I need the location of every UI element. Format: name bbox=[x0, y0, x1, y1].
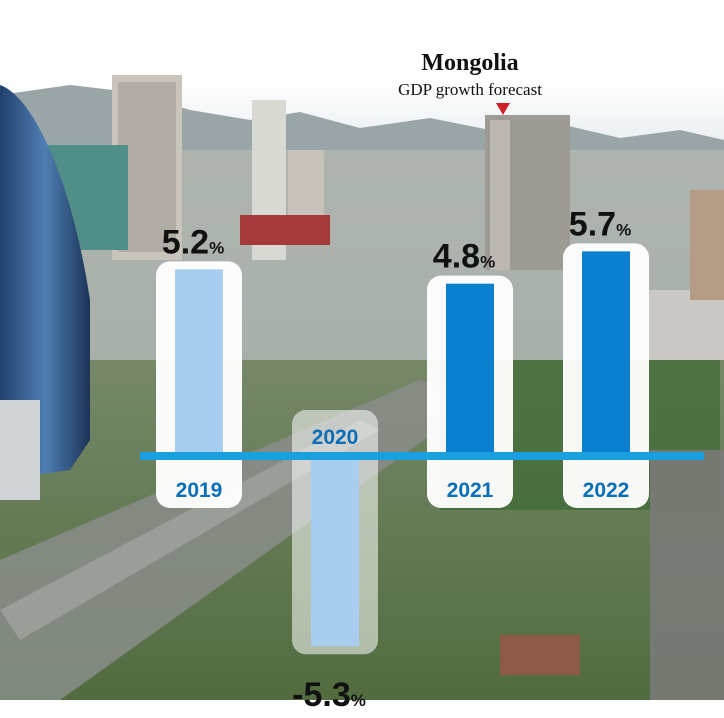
bar-2021 bbox=[446, 283, 494, 456]
value-label-2022: 5.7% bbox=[569, 205, 631, 243]
chart-subtitle: GDP growth forecast bbox=[398, 80, 542, 99]
year-label-2019: 2019 bbox=[176, 479, 223, 502]
bar-2019 bbox=[175, 269, 223, 456]
year-label-2021: 2021 bbox=[447, 479, 494, 502]
chart-title: Mongolia bbox=[421, 50, 519, 76]
year-label-2022: 2022 bbox=[583, 479, 630, 502]
value-label-2020: -5.3% bbox=[292, 676, 366, 714]
bar-2020 bbox=[311, 456, 359, 647]
value-label-2021: 4.8% bbox=[433, 238, 495, 276]
bar-2022 bbox=[582, 251, 630, 456]
value-label-2019: 5.2% bbox=[162, 223, 224, 261]
red-triangle-marker bbox=[496, 103, 510, 115]
year-label-2020: 2020 bbox=[312, 426, 359, 449]
